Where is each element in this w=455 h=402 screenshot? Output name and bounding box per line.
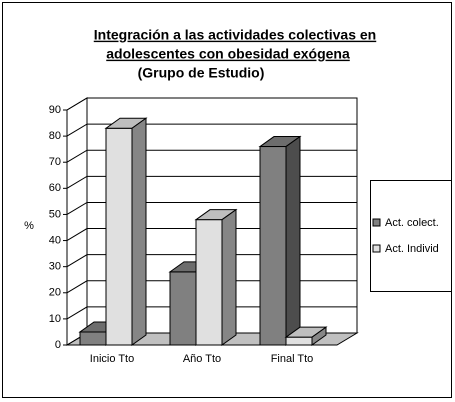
- legend: [370, 180, 452, 292]
- bar: [104, 117, 148, 346]
- legend-swatch: [372, 244, 381, 253]
- x-tick-label: Final Tto: [271, 353, 314, 365]
- grid-line: [66, 97, 357, 111]
- bar-front: [259, 146, 287, 346]
- y-tick-label: 50: [49, 208, 61, 220]
- grid-line: [66, 123, 357, 137]
- bar-side: [311, 326, 327, 346]
- y-tick-label: 80: [49, 130, 61, 142]
- legend-label: Act. colect.: [385, 217, 439, 229]
- y-tick-label: 90: [49, 104, 61, 116]
- y-tick-label: 60: [49, 182, 61, 194]
- y-tick-label: 40: [49, 234, 61, 246]
- y-tick-label: 30: [49, 261, 61, 273]
- legend-label: Act. Individ: [385, 243, 439, 255]
- chart-title: Integración a las actividades colectivas…: [94, 27, 376, 43]
- bar-front: [79, 331, 107, 346]
- chart-subtitle: (Grupo de Estudio): [138, 65, 265, 81]
- bar: [284, 326, 328, 346]
- x-tick-label: Inicio Tto: [90, 353, 134, 365]
- bar-front: [169, 271, 197, 346]
- bar-front: [195, 219, 223, 346]
- bar: [194, 208, 238, 346]
- bar-front: [285, 336, 313, 346]
- y-tick-label: 70: [49, 156, 61, 168]
- bar-side: [131, 117, 147, 346]
- side-wall: [66, 97, 88, 346]
- chart-title: adolescentes con obesidad exógena: [106, 46, 350, 62]
- y-tick-label: 10: [49, 313, 61, 325]
- bar: [258, 135, 302, 346]
- y-tick-label: 0: [55, 339, 61, 351]
- y-tick-label: 20: [49, 287, 61, 299]
- bar-side: [221, 208, 237, 346]
- y-axis-label: %: [24, 220, 34, 232]
- bar-side: [285, 135, 301, 346]
- bar-front: [105, 127, 133, 346]
- x-tick-label: Año Tto: [183, 353, 221, 365]
- legend-swatch: [372, 218, 381, 227]
